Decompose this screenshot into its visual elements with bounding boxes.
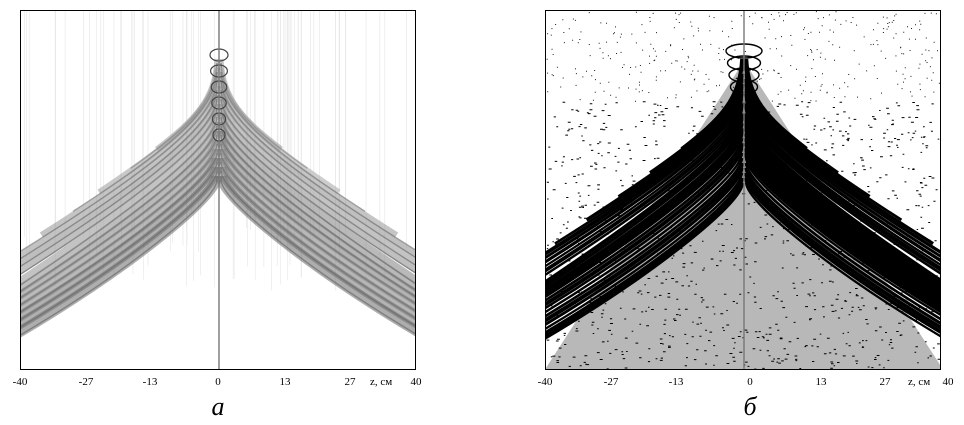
wave-crest bbox=[546, 177, 744, 335]
wave-crest bbox=[546, 133, 744, 298]
wave-band-edge bbox=[21, 179, 218, 336]
wave-crest bbox=[743, 118, 940, 287]
wave-band bbox=[21, 147, 222, 314]
wave-band bbox=[217, 112, 415, 285]
wave-band bbox=[215, 165, 415, 329]
wave-band bbox=[21, 139, 222, 307]
tick-label-a-3: -13 bbox=[142, 376, 158, 388]
wave-crest bbox=[743, 137, 940, 301]
wave-crest bbox=[546, 83, 744, 256]
tick-label-b-3: -13 bbox=[668, 376, 684, 388]
tick-label-b-1: -40 bbox=[537, 376, 553, 388]
tick-label-b-4: 0 bbox=[747, 376, 753, 388]
wave-band bbox=[216, 156, 415, 321]
wave-band bbox=[21, 103, 221, 275]
wave-band bbox=[21, 165, 223, 330]
dark-wedge bbox=[546, 61, 940, 369]
panel-caption-b: б bbox=[743, 392, 757, 421]
wave-band bbox=[217, 103, 415, 274]
wave-band bbox=[21, 112, 221, 286]
wave-crest bbox=[546, 147, 744, 310]
wave-band bbox=[216, 130, 415, 299]
wave-band bbox=[21, 174, 223, 338]
wave-crest bbox=[546, 127, 745, 296]
wave-crest bbox=[743, 123, 940, 291]
wave-crest bbox=[744, 83, 940, 254]
tick-label-a-2: -27 bbox=[78, 376, 94, 388]
tick-label-b-7: 40 bbox=[942, 376, 954, 388]
background-speckle bbox=[546, 11, 940, 369]
wave-crest bbox=[546, 162, 745, 323]
wave-crest bbox=[744, 132, 940, 298]
wave-crest bbox=[546, 182, 745, 340]
wave-crest bbox=[546, 157, 744, 318]
wave-band-edge bbox=[220, 179, 415, 335]
wave-crest bbox=[546, 152, 744, 313]
axis-unit-label-b: z, см bbox=[908, 376, 931, 388]
wave-crest bbox=[744, 93, 940, 263]
grayscale-wave-field bbox=[21, 11, 415, 369]
wave-crest bbox=[546, 98, 744, 268]
wave-band bbox=[21, 156, 222, 322]
wave-crest bbox=[744, 167, 940, 325]
tick-label-b-2: -27 bbox=[603, 376, 619, 388]
tick-label-a-1: -40 bbox=[12, 376, 28, 388]
wave-pattern-panel-a bbox=[20, 10, 416, 370]
panel-caption-a: а bbox=[211, 392, 225, 421]
wave-crest bbox=[744, 162, 940, 321]
axis-unit-label-a: z, см bbox=[370, 376, 393, 388]
tick-label-a-7: 40 bbox=[410, 376, 422, 388]
wave-band bbox=[216, 147, 415, 313]
wave-band bbox=[21, 130, 222, 300]
wave-crest bbox=[743, 147, 940, 309]
wave-crest bbox=[744, 142, 940, 305]
wave-band bbox=[216, 139, 415, 306]
wave-band bbox=[217, 94, 415, 266]
tick-label-a-6: 27 bbox=[344, 376, 356, 388]
wave-crest bbox=[546, 167, 744, 326]
wave-crest bbox=[743, 113, 940, 283]
wave-band bbox=[215, 174, 415, 337]
wave-crest bbox=[744, 98, 940, 266]
tick-label-a-5: 13 bbox=[279, 376, 291, 388]
wave-crest bbox=[546, 172, 744, 330]
tick-label-b-5: 13 bbox=[815, 376, 827, 388]
wave-pattern-panel-b bbox=[545, 10, 941, 370]
wave-crest bbox=[546, 108, 744, 276]
wave-crest bbox=[546, 142, 744, 306]
wave-crest bbox=[546, 118, 744, 288]
binary-wave-field bbox=[546, 11, 940, 369]
wave-crest bbox=[546, 93, 744, 264]
wave-crest bbox=[743, 152, 940, 313]
wave-crest bbox=[744, 108, 940, 275]
wave-band bbox=[21, 121, 222, 293]
wave-band bbox=[21, 94, 221, 267]
tick-label-b-6: 27 bbox=[879, 376, 891, 388]
wave-crest bbox=[744, 177, 940, 334]
wave-crest bbox=[744, 182, 940, 338]
wave-crest bbox=[744, 127, 940, 294]
wave-crest bbox=[744, 172, 940, 330]
wave-crest bbox=[546, 123, 744, 291]
wave-crest bbox=[546, 113, 744, 285]
tick-label-a-4: 0 bbox=[215, 376, 221, 388]
wave-crest bbox=[744, 157, 940, 316]
wave-band bbox=[216, 121, 415, 292]
wave-crest bbox=[546, 138, 744, 302]
